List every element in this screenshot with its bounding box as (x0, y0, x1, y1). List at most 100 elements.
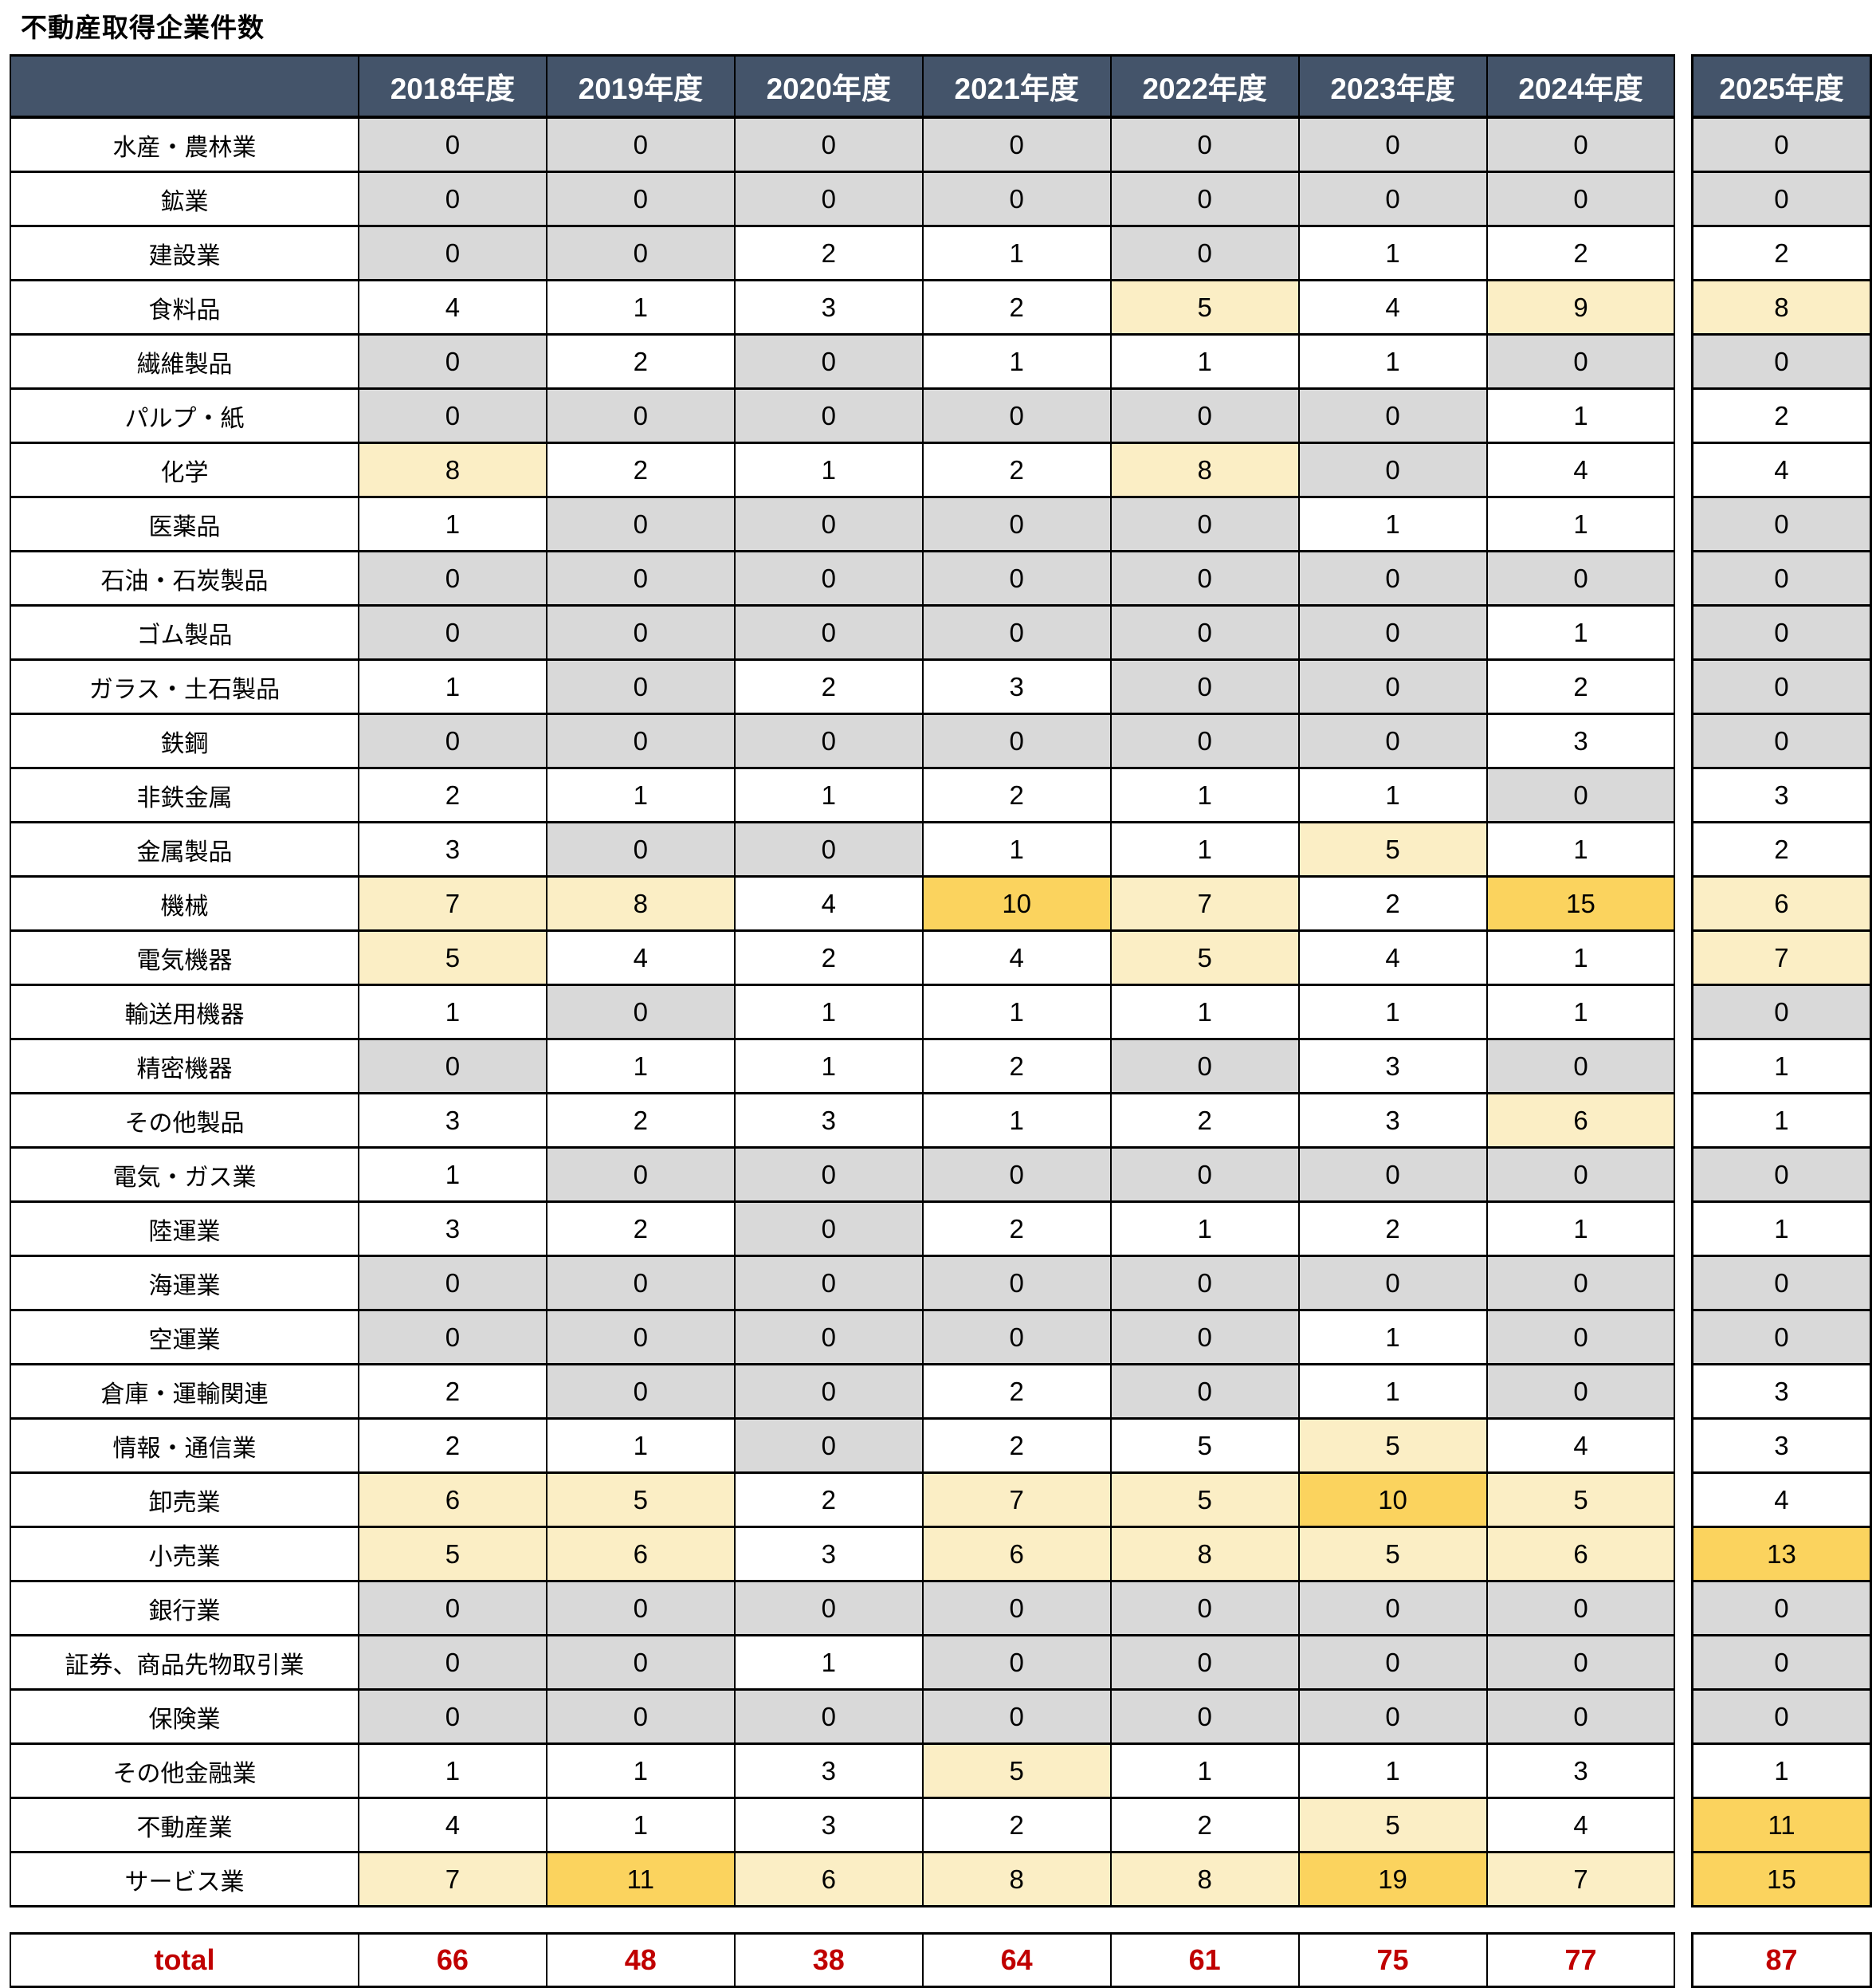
cell-食料品-2023年度: 4 (1297, 279, 1488, 336)
cell-パルプ・紙-2020年度: 0 (733, 387, 924, 444)
cell-金属製品-2023年度: 5 (1297, 821, 1488, 878)
cell-保険業-2025年度: 0 (1690, 1688, 1872, 1745)
cell-食料品-2021年度: 2 (921, 279, 1112, 336)
cell-陸運業-2019年度: 2 (545, 1200, 736, 1257)
cell-証券、商品先物取引業-2021年度: 0 (921, 1634, 1112, 1691)
cell-電気・ガス業-2019年度: 0 (545, 1146, 736, 1203)
cell-倉庫・運輸関連-2019年度: 0 (545, 1363, 736, 1420)
table-header-row: 2018年度 2019年度 2020年度 2021年度 2022年度 2023年度 2024… (10, 54, 1872, 119)
row-label: 空運業 (10, 1309, 359, 1365)
cell-金属製品-2018年度: 3 (357, 821, 547, 878)
table-body: 水産・農林業 0 0 0 0 0 0 0 0 鉱業 0 0 0 0 0 0 0 0 建設業 0 0 2 1 0 1 2 2 食料品 4 1… (10, 116, 1872, 1988)
table-row: 食料品 4 1 3 2 5 4 9 8 (10, 279, 1872, 336)
cell-空運業-2024年度: 0 (1485, 1309, 1676, 1365)
cell-小売業-2019年度: 6 (545, 1526, 736, 1582)
cell-陸運業-2024年度: 1 (1485, 1200, 1676, 1257)
cell-パルプ・紙-2025年度: 2 (1690, 387, 1872, 444)
cell-非鉄金属-2023年度: 1 (1297, 767, 1488, 823)
row-label: 水産・農林業 (10, 116, 359, 173)
row-label: 金属製品 (10, 821, 359, 878)
cell-輸送用機器-2020年度: 1 (733, 984, 924, 1040)
cell-化学-2021年度: 2 (921, 442, 1112, 498)
cell-卸売業-2020年度: 2 (733, 1471, 924, 1528)
cell-銀行業-2024年度: 0 (1485, 1580, 1676, 1636)
cell-証券、商品先物取引業-2022年度: 0 (1109, 1634, 1300, 1691)
cell-電気機器-2025年度: 7 (1690, 929, 1872, 986)
cell-不動産業-2018年度: 4 (357, 1797, 547, 1853)
cell-情報・通信業-2024年度: 4 (1485, 1417, 1676, 1474)
cell-電気・ガス業-2025年度: 0 (1690, 1146, 1872, 1203)
row-label: 電気・ガス業 (10, 1146, 359, 1203)
cell-その他金融業-2018年度: 1 (357, 1742, 547, 1799)
cell-証券、商品先物取引業-2020年度: 1 (733, 1634, 924, 1691)
table-row: 証券、商品先物取引業 0 0 1 0 0 0 0 0 (10, 1634, 1872, 1691)
cell-鉄鋼-2019年度: 0 (545, 713, 736, 769)
column-gap (1674, 713, 1693, 768)
cell-機械-2025年度: 6 (1690, 875, 1872, 932)
cell-機械-2023年度: 2 (1297, 875, 1488, 932)
corner-header-cell (10, 54, 359, 119)
cell-小売業-2024年度: 6 (1485, 1526, 1676, 1582)
row-label: 化学 (10, 442, 359, 498)
cell-情報・通信業-2023年度: 5 (1297, 1417, 1488, 1474)
cell-電気機器-2024年度: 1 (1485, 929, 1676, 986)
cell-建設業-2018年度: 0 (357, 225, 547, 281)
row-label: 電気機器 (10, 929, 359, 986)
cell-その他製品-2025年度: 1 (1690, 1092, 1872, 1149)
cell-石油・石炭製品-2021年度: 0 (921, 550, 1112, 607)
cell-ゴム製品-2020年度: 0 (733, 604, 924, 661)
row-label: 倉庫・運輸関連 (10, 1363, 359, 1420)
cell-化学-2022年度: 8 (1109, 442, 1300, 498)
cell-建設業-2024年度: 2 (1485, 225, 1676, 281)
cell-化学-2018年度: 8 (357, 442, 547, 498)
cell-海運業-2024年度: 0 (1485, 1255, 1676, 1311)
table-row: 卸売業 6 5 2 7 5 10 5 4 (10, 1471, 1872, 1528)
cell-輸送用機器-2024年度: 1 (1485, 984, 1676, 1040)
cell-化学-2023年度: 0 (1297, 442, 1488, 498)
col-header-2022年度: 2022年度 (1109, 54, 1300, 119)
table-row: 銀行業 0 0 0 0 0 0 0 0 (10, 1580, 1872, 1636)
cell-精密機器-2025年度: 1 (1690, 1038, 1872, 1094)
cell-水産・農林業-2023年度: 0 (1297, 116, 1488, 173)
total-2022年度: 61 (1109, 1932, 1300, 1988)
row-label: ガラス・土石製品 (10, 658, 359, 715)
cell-建設業-2021年度: 1 (921, 225, 1112, 281)
column-gap (1674, 1147, 1693, 1202)
cell-ゴム製品-2019年度: 0 (545, 604, 736, 661)
column-gap (1674, 984, 1693, 1039)
cell-繊維製品-2020年度: 0 (733, 333, 924, 390)
cell-倉庫・運輸関連-2020年度: 0 (733, 1363, 924, 1420)
table-row: 電気機器 5 4 2 4 5 4 1 7 (10, 929, 1872, 986)
row-label: 建設業 (10, 225, 359, 281)
row-label: その他製品 (10, 1092, 359, 1149)
total-label: total (10, 1932, 359, 1988)
table-row: 金属製品 3 0 0 1 1 5 1 2 (10, 821, 1872, 878)
cell-鉱業-2023年度: 0 (1297, 171, 1488, 227)
cell-機械-2021年度: 10 (921, 875, 1112, 932)
cell-その他製品-2021年度: 1 (921, 1092, 1112, 1149)
cell-倉庫・運輸関連-2023年度: 1 (1297, 1363, 1488, 1420)
cell-海運業-2018年度: 0 (357, 1255, 547, 1311)
cell-非鉄金属-2020年度: 1 (733, 767, 924, 823)
cell-不動産業-2020年度: 3 (733, 1797, 924, 1853)
table-row: 空運業 0 0 0 0 0 1 0 0 (10, 1309, 1872, 1365)
cell-サービス業-2025年度: 15 (1690, 1851, 1872, 1907)
column-gap (1674, 822, 1693, 877)
cell-食料品-2022年度: 5 (1109, 279, 1300, 336)
cell-非鉄金属-2024年度: 0 (1485, 767, 1676, 823)
cell-サービス業-2024年度: 7 (1485, 1851, 1676, 1907)
column-gap (1674, 1797, 1693, 1852)
cell-海運業-2019年度: 0 (545, 1255, 736, 1311)
cell-サービス業-2019年度: 11 (545, 1851, 736, 1907)
cell-情報・通信業-2019年度: 1 (545, 1417, 736, 1474)
cell-水産・農林業-2025年度: 0 (1690, 116, 1872, 173)
spacer-row (10, 1906, 1871, 1934)
cell-水産・農林業-2024年度: 0 (1485, 116, 1676, 173)
row-label: 食料品 (10, 279, 359, 336)
column-gap (1674, 117, 1693, 172)
cell-その他金融業-2021年度: 5 (921, 1742, 1112, 1799)
cell-ゴム製品-2023年度: 0 (1297, 604, 1488, 661)
cell-空運業-2019年度: 0 (545, 1309, 736, 1365)
cell-その他製品-2019年度: 2 (545, 1092, 736, 1149)
column-gap (1674, 1635, 1693, 1690)
